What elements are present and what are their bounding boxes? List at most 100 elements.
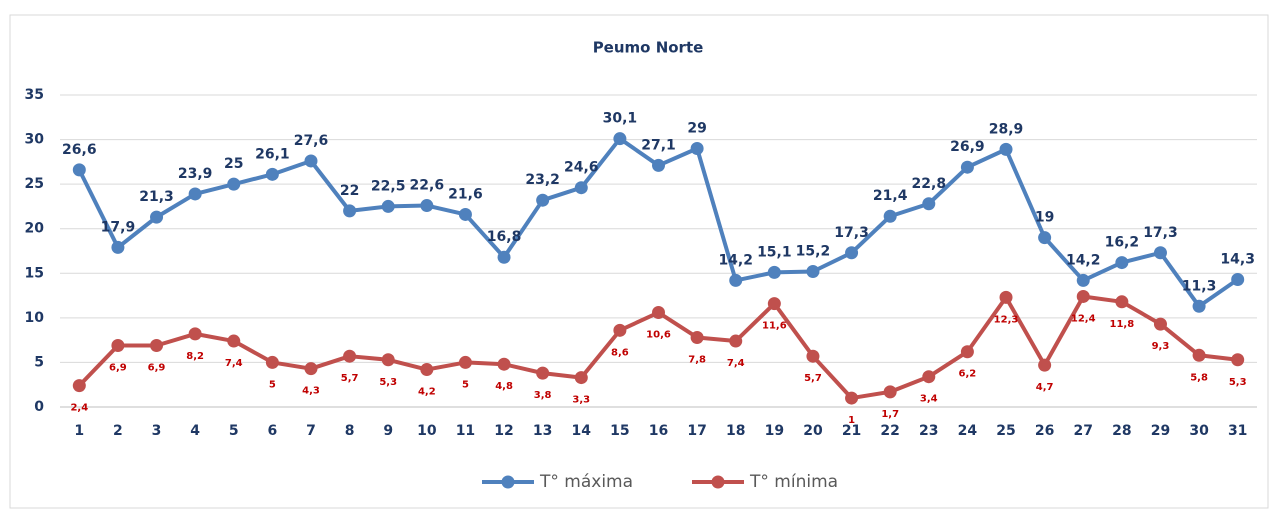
x-tick-label: 20 xyxy=(803,423,823,439)
x-tick-label: 13 xyxy=(533,423,552,439)
y-tick-label: 10 xyxy=(25,310,45,326)
data-point xyxy=(420,199,434,213)
x-tick-label: 27 xyxy=(1073,423,1092,439)
data-label: 21,6 xyxy=(448,186,483,202)
data-label: 26,1 xyxy=(255,146,290,162)
data-point xyxy=(690,330,704,344)
data-point xyxy=(922,197,936,211)
data-label: 11,6 xyxy=(762,321,787,332)
data-label: 26,9 xyxy=(950,139,985,155)
x-tick-label: 30 xyxy=(1189,423,1209,439)
x-tick-label: 3 xyxy=(152,423,162,439)
data-label: 23,9 xyxy=(178,166,213,182)
data-point xyxy=(1153,246,1167,260)
data-point xyxy=(150,338,164,352)
x-tick-label: 18 xyxy=(726,423,745,439)
data-label: 29 xyxy=(687,120,706,136)
data-label: 16,8 xyxy=(487,229,522,245)
data-label: 19 xyxy=(1035,210,1054,226)
data-label: 7,4 xyxy=(225,358,243,369)
data-label: 1 xyxy=(848,415,855,426)
y-tick-label: 0 xyxy=(34,399,44,415)
data-point xyxy=(227,177,241,191)
data-point xyxy=(690,141,704,155)
x-tick-label: 8 xyxy=(345,423,355,439)
data-label: 17,3 xyxy=(834,225,869,241)
x-tick-label: 23 xyxy=(919,423,938,439)
data-label: 23,2 xyxy=(525,172,560,188)
data-point xyxy=(150,210,164,224)
data-label: 10,6 xyxy=(646,330,671,341)
data-point xyxy=(883,209,897,223)
data-point xyxy=(767,297,781,311)
data-label: 6,9 xyxy=(109,362,127,373)
data-point xyxy=(960,345,974,359)
data-label: 14,2 xyxy=(718,252,753,268)
data-label: 5,7 xyxy=(804,373,822,384)
x-tick-label: 10 xyxy=(417,423,437,439)
data-label: 3,4 xyxy=(920,394,938,405)
data-point xyxy=(497,250,511,264)
data-point xyxy=(729,273,743,287)
x-tick-label: 9 xyxy=(383,423,393,439)
data-label: 8,2 xyxy=(186,351,204,362)
data-point xyxy=(497,357,511,371)
data-label: 5,7 xyxy=(341,373,359,384)
data-point xyxy=(381,353,395,367)
data-point xyxy=(922,370,936,384)
data-point xyxy=(111,338,125,352)
data-point xyxy=(1076,289,1090,303)
data-point xyxy=(111,240,125,254)
data-point xyxy=(999,290,1013,304)
data-label: 30,1 xyxy=(603,111,638,127)
chart-title: Peumo Norte xyxy=(593,39,704,57)
data-label: 5,8 xyxy=(1190,372,1208,383)
x-tick-label: 22 xyxy=(880,423,899,439)
data-label: 21,4 xyxy=(873,188,908,204)
data-label: 11,3 xyxy=(1182,278,1217,294)
data-point xyxy=(652,158,665,172)
data-label: 24,6 xyxy=(564,160,599,176)
data-point xyxy=(1115,256,1129,270)
data-point xyxy=(536,366,550,380)
y-tick-label: 5 xyxy=(34,354,44,370)
data-point xyxy=(806,349,820,363)
data-label: 22 xyxy=(340,183,359,199)
x-tick-label: 2 xyxy=(113,423,123,439)
x-tick-label: 28 xyxy=(1112,423,1131,439)
data-label: 6,2 xyxy=(959,369,977,380)
x-tick-label: 6 xyxy=(267,423,277,439)
x-tick-label: 31 xyxy=(1228,423,1247,439)
data-label: 22,6 xyxy=(410,178,445,194)
x-tick-label: 15 xyxy=(610,423,629,439)
data-label: 5,3 xyxy=(1229,377,1247,388)
data-point xyxy=(1076,273,1090,287)
data-label: 22,5 xyxy=(371,178,406,194)
data-label: 12,4 xyxy=(1071,313,1096,324)
data-label: 17,9 xyxy=(101,219,136,235)
data-point xyxy=(845,246,859,260)
data-point xyxy=(960,160,974,174)
data-label: 9,3 xyxy=(1152,341,1170,352)
data-point xyxy=(72,163,86,177)
x-tick-label: 25 xyxy=(996,423,1015,439)
data-point xyxy=(729,334,743,348)
y-tick-label: 30 xyxy=(25,132,45,148)
data-point xyxy=(767,265,781,279)
data-label: 4,8 xyxy=(495,381,513,392)
data-point xyxy=(613,132,627,146)
data-point xyxy=(1153,317,1167,331)
data-label: 11,8 xyxy=(1110,319,1135,330)
x-tick-label: 7 xyxy=(306,423,316,439)
data-point xyxy=(227,334,241,348)
data-label: 4,7 xyxy=(1036,382,1054,393)
data-point xyxy=(1038,231,1052,245)
data-label: 7,8 xyxy=(688,354,706,365)
data-point xyxy=(845,391,859,405)
data-point xyxy=(574,371,588,385)
data-point xyxy=(265,355,279,369)
data-label: 27,1 xyxy=(641,137,676,153)
data-label: 5 xyxy=(462,379,469,390)
y-tick-label: 35 xyxy=(25,87,44,103)
data-label: 5,3 xyxy=(379,377,397,388)
